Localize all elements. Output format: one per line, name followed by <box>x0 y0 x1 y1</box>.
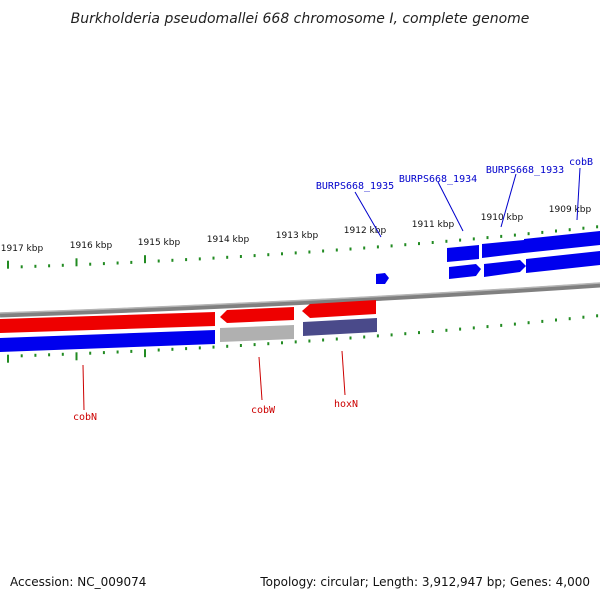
top-gene-labels: BURPS668_1935 BURPS668_1934 BURPS668_193… <box>316 157 593 238</box>
gene-arrow-burps668-1933-b[interactable] <box>484 260 526 277</box>
gene-label-burps668-1933[interactable]: BURPS668_1933 <box>486 165 564 176</box>
chromosome-backbone <box>0 282 600 318</box>
tick-label: 1915 kbp <box>138 238 181 248</box>
outer-ticks <box>7 225 599 269</box>
gene-label-cobn[interactable]: cobN <box>73 412 97 423</box>
gene-label-burps668-1935[interactable]: BURPS668_1935 <box>316 181 394 192</box>
accession-text: Accession: NC_009074 <box>10 575 146 589</box>
map-title: Burkholderia pseudomallei 668 chromosome… <box>71 11 530 27</box>
tick-label: 1917 kbp <box>1 244 44 254</box>
gene-box-hoxn-slate[interactable] <box>303 318 377 336</box>
gene-label-hoxn[interactable]: hoxN <box>334 399 358 410</box>
gene-box-burps668-1933-a[interactable] <box>482 240 524 258</box>
reverse-features <box>0 300 377 352</box>
gene-arrow-burps668-1935[interactable] <box>376 273 389 284</box>
gene-box-cobn-red[interactable] <box>0 312 215 333</box>
inner-ticks <box>7 314 599 363</box>
gene-arrow-cobw[interactable] <box>220 307 294 323</box>
tick-label: 1911 kbp <box>412 220 455 230</box>
tick-label: 1916 kbp <box>70 241 113 251</box>
gene-box-cobw-grey[interactable] <box>220 325 294 342</box>
genome-summary-text: Topology: circular; Length: 3,912,947 bp… <box>259 575 590 589</box>
forward-features <box>376 231 600 284</box>
gene-label-burps668-1934[interactable]: BURPS668_1934 <box>399 174 477 185</box>
gene-arrow-hoxn[interactable] <box>302 300 376 318</box>
tick-label: 1912 kbp <box>344 226 387 236</box>
tick-label: 1914 kbp <box>207 235 250 245</box>
gene-box-cobb-a[interactable] <box>524 231 600 253</box>
gene-arrow-burps668-1934-b[interactable] <box>449 264 481 279</box>
tick-label: 1909 kbp <box>549 205 592 215</box>
gene-box-burps668-1934-a[interactable] <box>447 245 479 262</box>
gene-box-cobn-blue[interactable] <box>0 330 215 352</box>
gene-box-cobb-b[interactable] <box>526 251 600 273</box>
gene-label-cobb[interactable]: cobB <box>569 157 593 168</box>
tick-label: 1913 kbp <box>276 231 319 241</box>
bottom-gene-labels: cobN cobW hoxN <box>73 350 358 423</box>
gene-label-cobw[interactable]: cobW <box>251 405 276 416</box>
tick-label: 1910 kbp <box>481 213 524 223</box>
